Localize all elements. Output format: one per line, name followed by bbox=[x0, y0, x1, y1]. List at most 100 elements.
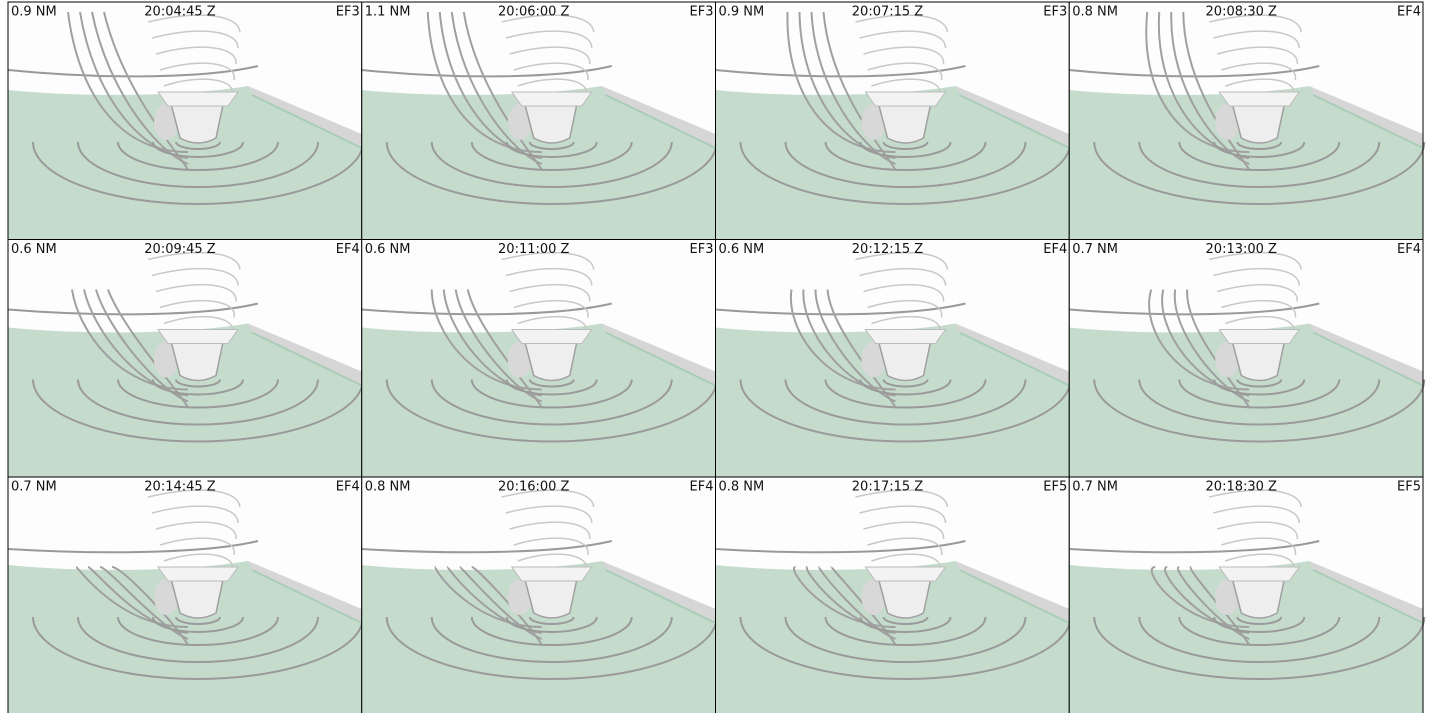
ridge bbox=[955, 323, 1070, 386]
ground-spiral bbox=[1236, 141, 1283, 150]
cloud-streak bbox=[159, 537, 235, 556]
ground-spiral bbox=[117, 141, 279, 171]
panel: 0.6 NM 20:12:15 Z EF4 bbox=[715, 239, 1072, 478]
ground-spiral bbox=[1178, 616, 1341, 646]
ground-spiral bbox=[824, 141, 987, 171]
cloud-streak bbox=[863, 521, 945, 540]
ridge bbox=[601, 561, 716, 623]
cloud-streak bbox=[867, 537, 943, 556]
wall-cloud bbox=[157, 566, 239, 582]
ground-spiral bbox=[859, 616, 952, 633]
ground-spiral bbox=[882, 379, 929, 388]
cloud-base bbox=[361, 302, 612, 316]
ground-edge bbox=[605, 331, 716, 387]
ground-spiral bbox=[430, 141, 673, 188]
ground-spiral bbox=[528, 141, 575, 150]
ground-spiral bbox=[385, 141, 718, 205]
funnel bbox=[522, 574, 579, 619]
ground-spiral bbox=[430, 379, 673, 426]
cloud-streak bbox=[163, 78, 234, 97]
cloud-streak bbox=[1225, 553, 1295, 572]
time-label: 20:06:00 Z bbox=[498, 5, 570, 20]
rating-label: EF5 bbox=[1397, 480, 1421, 495]
ground-spiral bbox=[175, 616, 221, 625]
ground-spiral bbox=[505, 141, 598, 158]
cloud-base bbox=[7, 302, 259, 316]
ground-spiral bbox=[385, 379, 718, 443]
cloud-streak bbox=[505, 267, 593, 286]
ground-spiral bbox=[77, 379, 319, 426]
cloud-streak bbox=[871, 78, 941, 97]
distance-label: 0.7 NM bbox=[1072, 480, 1118, 495]
cloud-streak bbox=[863, 283, 945, 302]
rating-label: EF4 bbox=[690, 480, 714, 495]
ground-spiral bbox=[1093, 379, 1426, 443]
ground-edge bbox=[251, 569, 363, 624]
funnel bbox=[522, 99, 579, 144]
rating-label: EF4 bbox=[336, 242, 360, 257]
ground-spiral bbox=[505, 379, 598, 396]
panel-border bbox=[1068, 476, 1424, 713]
ground-spiral bbox=[32, 141, 364, 205]
ground-spiral bbox=[1178, 379, 1341, 409]
time-label: 20:08:30 Z bbox=[1206, 5, 1278, 20]
ground-edge bbox=[1312, 94, 1424, 149]
ground-spiral bbox=[1093, 616, 1426, 680]
cloud-streak bbox=[859, 267, 947, 286]
funnel bbox=[169, 574, 225, 619]
ground-spiral bbox=[175, 379, 221, 388]
inflow-band bbox=[786, 11, 896, 153]
cloud-streak bbox=[855, 489, 949, 508]
ground-spiral bbox=[739, 616, 1072, 680]
panel: 0.7 NM 20:13:00 Z EF4 bbox=[1068, 239, 1426, 478]
ridge bbox=[1309, 86, 1423, 148]
cloud-streak bbox=[151, 505, 239, 524]
inflow-band bbox=[1176, 566, 1250, 640]
distance-label: 0.8 NM bbox=[1072, 5, 1118, 20]
cloud-base bbox=[1069, 540, 1320, 554]
panel: 0.9 NM 20:04:45 Z EF3 bbox=[7, 1, 364, 240]
time-label: 20:18:30 Z bbox=[1206, 480, 1278, 495]
debris-shadow bbox=[507, 104, 532, 140]
panel: 0.8 NM 20:08:30 Z EF4 bbox=[1068, 1, 1426, 240]
inflow-band bbox=[458, 566, 543, 640]
debris-shadow bbox=[1215, 104, 1240, 140]
cloud-streak bbox=[1221, 299, 1297, 318]
cloud-streak bbox=[517, 78, 587, 97]
cloud-streak bbox=[163, 553, 234, 572]
ground-spiral bbox=[32, 616, 364, 680]
funnel bbox=[169, 336, 225, 382]
inflow-band bbox=[454, 289, 543, 403]
wall-cloud bbox=[510, 91, 593, 107]
ground-edge bbox=[605, 569, 716, 624]
cloud-streak bbox=[505, 505, 593, 524]
cloud-base bbox=[7, 540, 259, 554]
ground-spiral bbox=[1138, 141, 1381, 188]
funnel bbox=[1230, 99, 1287, 144]
ground-spiral bbox=[824, 379, 987, 409]
ground-spiral bbox=[528, 616, 575, 625]
ground-spiral bbox=[470, 616, 633, 646]
panel: 0.7 NM 20:14:45 Z EF4 bbox=[7, 476, 364, 713]
ground-edge bbox=[1312, 331, 1424, 387]
cloud-streak bbox=[871, 315, 941, 334]
inflow-band bbox=[466, 289, 543, 408]
cloud-streak bbox=[501, 489, 595, 508]
ridge bbox=[955, 86, 1070, 148]
ground-edge bbox=[251, 94, 363, 149]
inflow-band bbox=[826, 289, 897, 408]
cloud-streak bbox=[509, 521, 591, 540]
cloud-streak bbox=[147, 489, 241, 508]
time-label: 20:16:00 Z bbox=[498, 480, 570, 495]
rating-label: EF3 bbox=[1043, 5, 1067, 20]
inflow-band bbox=[1170, 11, 1250, 165]
cloud-streak bbox=[501, 14, 595, 33]
cloud-base bbox=[715, 302, 966, 316]
inflow-band bbox=[810, 11, 896, 165]
cloud-streak bbox=[1209, 489, 1302, 508]
ground-spiral bbox=[824, 616, 987, 646]
wall-cloud bbox=[1218, 91, 1301, 107]
ground-edge bbox=[959, 569, 1070, 624]
ground-spiral bbox=[152, 616, 244, 633]
ground-spiral bbox=[739, 379, 1072, 443]
